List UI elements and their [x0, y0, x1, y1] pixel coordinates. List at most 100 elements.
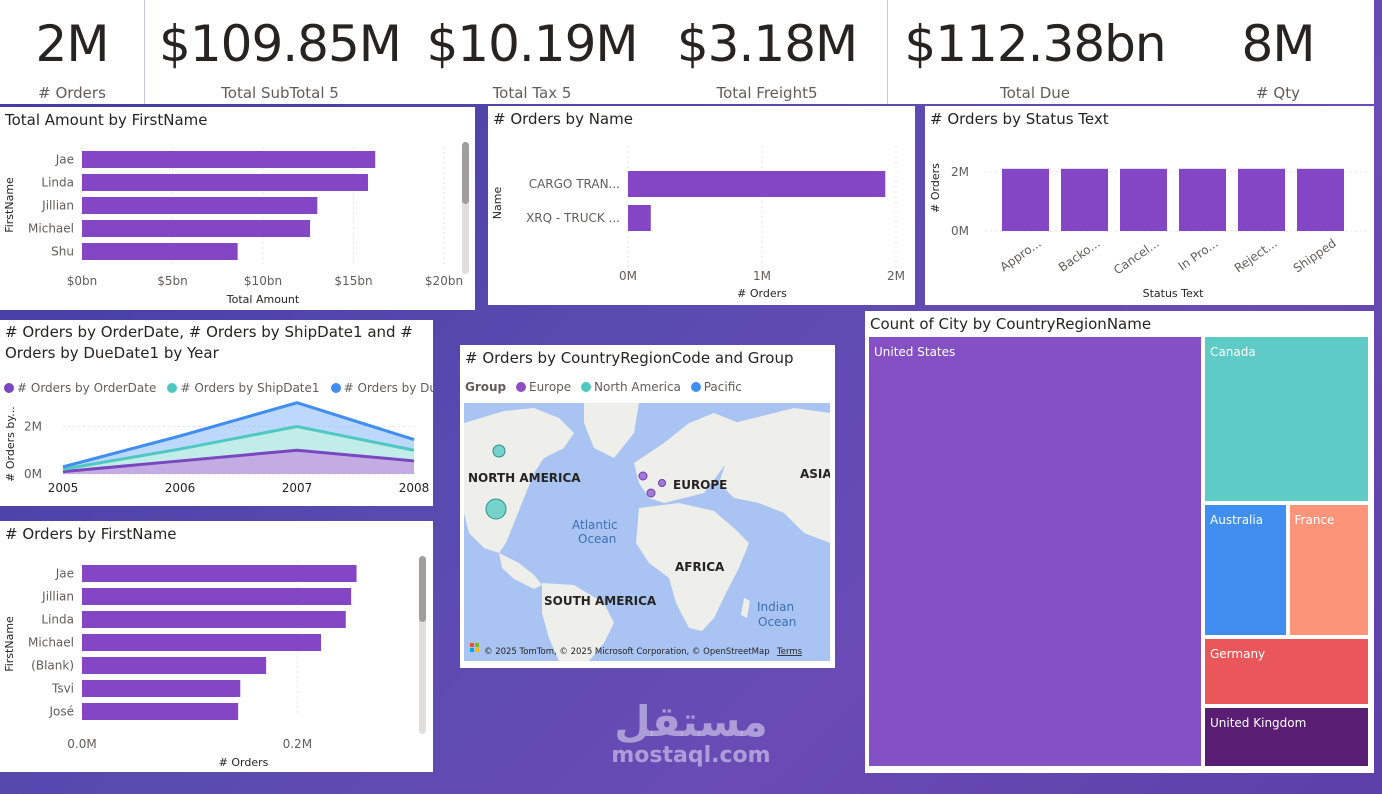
panel-orders-by-name[interactable]: # Orders by Name 0M 1M 2M CARGO TRAN... XRQ …	[488, 106, 915, 305]
map-bubble-united-states[interactable]	[485, 498, 507, 520]
legend-dot-icon	[515, 382, 526, 392]
map-label-indian-ocean: Ocean	[758, 615, 796, 629]
map-bubble-canada[interactable]	[492, 444, 506, 458]
legend-label: Europe	[528, 380, 572, 394]
microsoft-logo-icon	[470, 643, 479, 652]
bar	[82, 588, 352, 605]
bar	[82, 657, 267, 674]
chart-title-line1: # Orders by OrderDate, # Orders by ShipD…	[5, 323, 413, 341]
y-category-label: (Blank)	[31, 659, 74, 673]
line-series	[62, 424, 415, 471]
treemap-label: United States	[874, 345, 956, 359]
y-axis-title: FirstName	[3, 177, 16, 233]
scrollbar[interactable]	[419, 556, 426, 734]
map-terms-link[interactable]: Terms	[776, 647, 803, 657]
y-category-label: Shu	[51, 245, 74, 259]
panel-orders-by-year[interactable]: # Orders by OrderDate, # Orders by ShipD…	[0, 320, 433, 506]
map-label-north-america: NORTH AMERICA	[468, 471, 581, 485]
x-tick-label: 0.0M	[67, 737, 96, 751]
treemap-tile[interactable]: Australia	[1205, 504, 1286, 636]
legend-item[interactable]: # Orders by ShipDate1	[167, 381, 320, 395]
y-category-label: Jae	[55, 567, 74, 581]
map-label-south-america: SOUTH AMERICA	[544, 594, 657, 608]
legend-item[interactable]: North America	[581, 380, 681, 394]
treemap-label: France	[1294, 512, 1335, 527]
kpi-divider	[144, 0, 145, 104]
x-tick-label: 2008	[399, 481, 430, 495]
x-tick-label: 1M	[753, 269, 771, 283]
y-category-label: Jillian	[41, 199, 74, 213]
map-label-atlantic-ocean: Ocean	[578, 532, 616, 546]
x-tick-label: 0.2M	[283, 737, 312, 751]
treemap-tile[interactable]: United States	[869, 337, 1201, 766]
kpi-orders-value: 2M	[35, 15, 110, 73]
watermark-latin: mostaql.com	[611, 743, 771, 768]
x-category-label: Backo...	[1056, 236, 1103, 275]
line-series	[62, 448, 415, 474]
x-axis-title: # Orders	[219, 756, 269, 769]
bar	[82, 151, 376, 168]
africa-landmass	[636, 503, 749, 631]
y-tick-label: 0M	[24, 467, 42, 481]
legend-dot-icon	[4, 383, 14, 393]
map-label-asia: ASIA	[800, 467, 830, 481]
y-tick-label: 2M	[951, 165, 969, 179]
y-axis-title: # Orders	[929, 163, 942, 213]
panel-orders-by-firstname[interactable]: # Orders by FirstName 0.0M 0.2M Jae Jillian…	[0, 521, 433, 772]
x-tick-label: $15bn	[334, 274, 372, 288]
legend-item[interactable]: Europe	[515, 380, 572, 394]
bar	[82, 634, 322, 651]
legend-item[interactable]: Pacific	[690, 380, 742, 394]
legend-dot-icon	[581, 382, 592, 392]
x-tick-label: 2M	[887, 269, 905, 283]
legend-label: # Orders by ShipDate1	[180, 381, 320, 395]
panel-orders-by-country-map[interactable]: # Orders by CountryRegionCode and Group …	[460, 345, 835, 668]
treemap-tile[interactable]: France	[1289, 504, 1368, 636]
madagascar-landmass	[741, 598, 750, 618]
greenland-landmass	[584, 403, 639, 458]
map-label-europe: EUROPE	[673, 478, 727, 492]
map-bubble-france[interactable]	[646, 488, 656, 498]
bar	[82, 197, 318, 214]
map-copyright: © 2025 TomTom, © 2025 Microsoft Corporat…	[484, 647, 770, 657]
kpi-divider	[887, 0, 888, 104]
y-tick-label: 2M	[24, 420, 42, 434]
central-america-landmass	[499, 553, 542, 589]
panel-orders-by-status[interactable]: # Orders by Status Text 0M 2M Appro... Back…	[925, 106, 1374, 305]
y-axis-title: FirstName	[3, 616, 16, 672]
x-axis-title: Status Text	[1143, 287, 1204, 300]
bar	[82, 220, 311, 237]
x-tick-label: 2005	[48, 481, 79, 495]
y-category-label: CARGO TRAN...	[529, 177, 620, 191]
scrollbar[interactable]	[462, 142, 469, 274]
x-tick-label: $0bn	[67, 274, 98, 288]
treemap: United States Canada Australia France German…	[869, 337, 1370, 768]
map-bubble-germany[interactable]	[658, 479, 666, 487]
map-bubble-united-kingdom[interactable]	[638, 471, 648, 481]
legend-item[interactable]: # Orders by Due...	[330, 381, 433, 395]
chart-title: # Orders by CountryRegionCode and Group	[465, 349, 794, 367]
chart-title: Total Amount by FirstName	[5, 111, 208, 129]
panel-city-by-country[interactable]: Count of City by CountryRegionName Unite…	[865, 311, 1374, 773]
treemap-tile[interactable]: Germany	[1205, 639, 1368, 704]
panel-amount-by-firstname[interactable]: Total Amount by FirstName $0bn $5bn $10bn $…	[0, 107, 475, 310]
kpi-qty-label: # Qty	[1256, 84, 1300, 102]
x-category-label: Cancel...	[1111, 236, 1162, 277]
scrollbar-thumb[interactable]	[462, 142, 469, 204]
bar	[1238, 168, 1285, 231]
chart-title: # Orders by Status Text	[930, 110, 1109, 128]
bar	[1297, 168, 1344, 231]
south-america-landmass	[542, 583, 614, 661]
bar	[628, 205, 651, 231]
treemap-tile[interactable]: United Kingdom	[1205, 707, 1368, 766]
area-series	[63, 450, 414, 474]
treemap-label: Germany	[1210, 647, 1266, 662]
kpi-subtotal-value: $109.85M	[159, 15, 402, 73]
treemap-tile[interactable]: Canada	[1205, 337, 1368, 501]
treemap-label: Canada	[1210, 345, 1256, 359]
y-category-label: Michael	[28, 636, 74, 650]
x-tick-label: 2007	[282, 481, 313, 495]
world-map[interactable]: NORTH AMERICA EUROPE ASIA Atlantic Ocean…	[464, 403, 830, 661]
legend-item[interactable]: # Orders by OrderDate	[4, 381, 156, 395]
scrollbar-thumb[interactable]	[419, 556, 426, 622]
